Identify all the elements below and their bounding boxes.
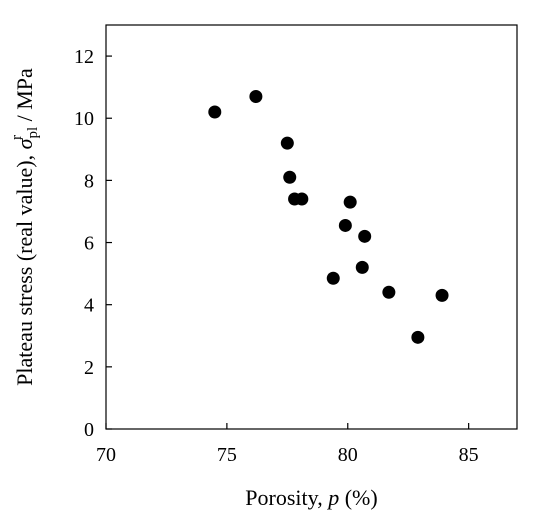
y-axis-ticks: 0 2 4 6 8 10 12 [74,46,112,441]
y-tick-label: 10 [74,108,94,130]
x-tick-label: 75 [217,444,237,466]
y-tick-label: 6 [84,233,94,255]
x-axis-title-unit: (%) [339,485,377,510]
x-axis-title-prefix: Porosity, [245,485,328,510]
y-tick-label: 2 [84,357,94,379]
x-tick-label: 80 [338,444,358,466]
x-axis-title-symbol: p [326,485,339,510]
y-tick-label: 8 [84,170,94,192]
data-point [435,288,449,302]
x-tick-label: 70 [96,444,116,466]
data-point [343,195,357,209]
data-point [338,218,352,232]
y-axis-title: Plateau stress (real value), σplr / MPa [9,68,41,386]
plot-frame [105,24,518,430]
data-point [382,285,396,299]
data-point [326,271,340,285]
data-point [358,229,372,243]
y-axis-title-superscript: r [9,135,25,140]
x-axis-title: Porosity, p (%) [245,485,377,510]
y-tick-label: 4 [84,295,94,317]
y-tick-label: 12 [74,46,94,68]
data-point [295,192,309,206]
data-point [280,136,294,150]
y-tick-label: 0 [84,419,94,441]
data-point [208,105,222,119]
data-point [249,89,263,103]
y-axis-title-subscript: pl [25,127,41,139]
x-tick-label: 85 [459,444,479,466]
data-point [355,260,369,274]
y-axis-title-symbol: σ [12,137,37,149]
data-point [283,170,297,184]
data-points [208,89,449,344]
y-axis-title-unit: / MPa [12,68,37,127]
data-point [411,330,425,344]
y-axis-title-prefix: Plateau stress (real value), [12,149,37,385]
x-axis-ticks: 70 75 80 85 [96,423,479,466]
